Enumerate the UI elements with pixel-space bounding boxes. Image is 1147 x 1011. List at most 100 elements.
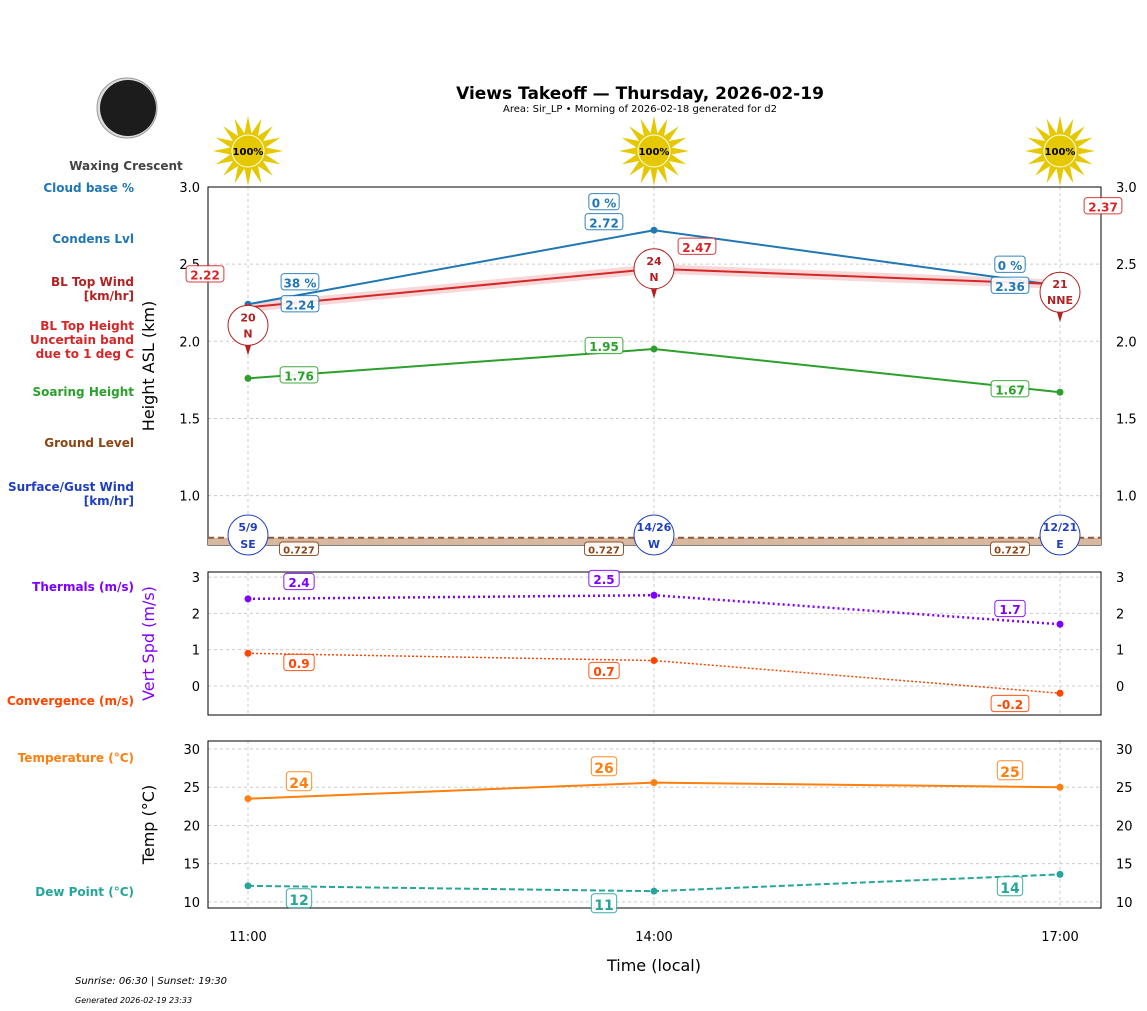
y-tick-label: 30 [183,743,200,758]
plot-frame [207,571,1102,716]
y-tick-label: 20 [183,819,200,834]
soaring-label: 1.76 [284,370,314,384]
x-tick-label: 11:00 [229,930,266,945]
x-axis-label: Time (local) [606,956,701,975]
sun-disc [1043,134,1077,168]
plot-frame [207,740,1102,909]
convergence-label-box [283,653,315,672]
convergence-label: 0.9 [288,657,309,671]
y-tick-label-right: 2 [1116,607,1124,622]
y-tick-label: 1 [192,644,200,659]
bl-wind-direction: N [649,271,658,284]
y-tick-label-right: 1.0 [1116,490,1137,505]
condens-label: 2.36 [995,280,1025,294]
cloud-base-label-box [588,193,620,211]
bl-wind-speed: 24 [646,255,662,268]
cloud-base-label: 0 % [592,196,617,210]
moon-phase-label: Waxing Crescent [69,159,183,173]
bl-wind-speed: 21 [1052,278,1067,291]
soaring-label-box [279,366,319,384]
wind-arrow-icon [651,288,657,299]
temp-label-box [996,760,1024,781]
thermal-point [1056,620,1064,628]
ground-label-box [990,541,1030,556]
x-tick-label: 14:00 [635,930,672,945]
wind-arrow-icon [1057,312,1063,323]
y-tick-label-right: 1.5 [1116,412,1137,427]
y-tick-label: 1.5 [179,412,200,427]
surface-wind-direction: E [1056,538,1064,551]
ground-label-box [584,541,624,556]
condens-point [650,226,658,234]
soaring-label-box [990,380,1030,398]
y-tick-label-right: 10 [1116,896,1133,911]
convergence-point [650,657,658,665]
convergence-label: 0.7 [593,665,614,679]
legend-label: Temperature (°C) [18,751,134,765]
temp-point [650,779,658,787]
chart-title: Views Takeoff — Thursday, 2026-02-19 [456,84,824,104]
cloud-base-label-box [994,255,1026,273]
surface-wind-badge [633,514,675,556]
y-tick-label-right: 0 [1116,680,1124,695]
thermal-label-box [283,572,315,591]
dew-point [650,887,658,895]
temp-label-box [285,771,313,792]
temp-label-box [590,756,618,777]
sun-disc [637,134,671,168]
y-tick-label-right: 3.0 [1116,181,1137,196]
y-tick-label-right: 1 [1116,644,1124,659]
y-axis-label: Temp (°C) [139,785,158,865]
thermal-label-box [994,599,1026,618]
legend-label: Soaring Height [33,385,135,399]
soaring-label-box [584,336,624,355]
thermal-label: 1.7 [999,603,1020,617]
convergence-label: -0.2 [997,698,1023,712]
y-axis-label: Height ASL (km) [139,301,158,431]
soaring-point [244,374,252,382]
ground-label-box [279,541,319,556]
temp-label: 25 [1000,765,1019,781]
cloud-base-label-box [280,273,320,291]
sun-percent-label: 100% [639,147,670,158]
surface-wind-direction: W [648,538,660,551]
thermal-point [650,591,658,599]
temp-point [1056,783,1064,791]
condens-label-box [584,213,624,231]
sun-percent-label: 100% [233,147,264,158]
chart-subtitle: Area: Sir_LP • Morning of 2026-02-18 gen… [503,104,777,115]
bl-top-label: 2.22 [190,269,220,283]
bl-top-label-box [677,237,717,255]
ground-label: 0.727 [588,546,620,557]
temp-label: 26 [594,761,613,777]
dew-label: 14 [1000,881,1020,897]
dew-label-box [996,876,1024,897]
condens-label: 2.24 [285,298,315,312]
thermal-label: 2.5 [593,573,614,587]
convergence-line [247,652,1061,694]
sun-disc [231,134,265,168]
y-tick-label-right: 2.5 [1116,258,1137,273]
dew-label: 12 [289,893,308,909]
soaring-point [650,345,658,353]
generated-time: Generated 2026-02-19 23:33 [75,996,192,1005]
legend-label: Ground Level [44,436,134,450]
y-tick-label-right: 15 [1116,858,1133,873]
cloud-base-label: 38 % [284,276,317,290]
bl-wind-direction: N [243,327,252,340]
condens-label: 2.72 [589,216,619,230]
y-tick-label: 15 [183,858,200,873]
condens-label-box [990,276,1030,294]
surface-wind-direction: SE [240,538,255,551]
legend-label: [km/hr] [84,494,134,508]
surface-wind-speed: 14/26 [637,521,672,534]
surface-wind-speed: 12/21 [1043,521,1078,534]
legend-label: Cloud base % [43,181,134,195]
y-tick-label: 10 [183,896,200,911]
y-tick-label-right: 2.0 [1116,335,1137,350]
legend-label: Dew Point (°C) [35,885,134,899]
ground-label: 0.727 [994,546,1026,557]
surface-wind-speed: 5/9 [238,521,257,534]
legend-label: Convergence (m/s) [7,694,134,708]
